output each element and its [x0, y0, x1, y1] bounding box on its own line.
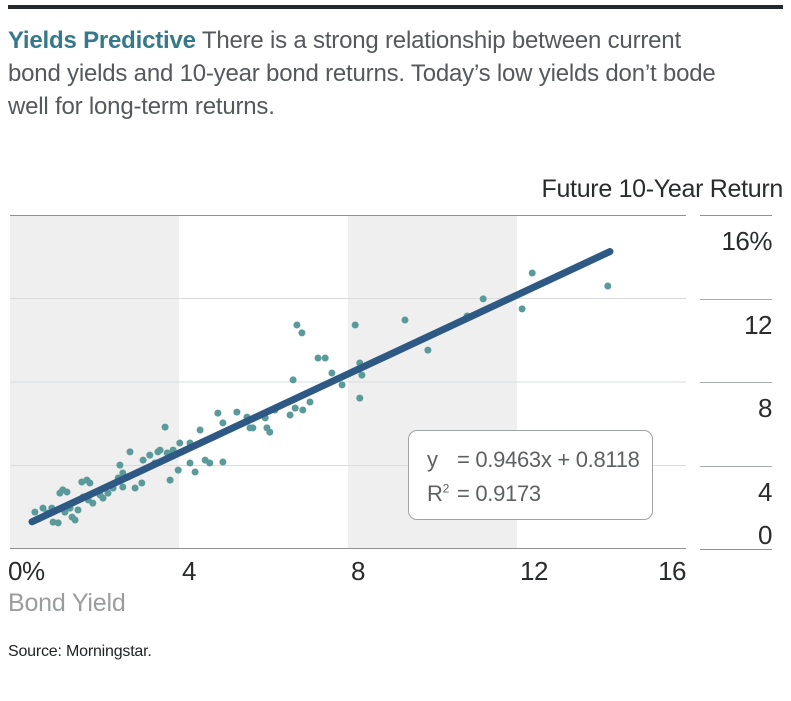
trend-line — [28, 248, 614, 526]
scatter-point — [298, 329, 306, 337]
scatter-point — [293, 321, 301, 329]
scatter-point — [191, 468, 199, 476]
scatter-point — [321, 354, 329, 362]
scatter-point — [219, 458, 227, 466]
scatter-point — [146, 451, 154, 459]
scatter-point — [604, 282, 612, 290]
scatter-point — [71, 516, 79, 524]
scatter-point — [166, 476, 174, 484]
scatter-point — [518, 305, 526, 313]
scatter-point — [161, 423, 169, 431]
y-tick-label: 8 — [758, 393, 772, 423]
x-tick-label: 4 — [182, 556, 196, 586]
scatter-point — [39, 504, 47, 512]
y-tick-line — [700, 382, 772, 383]
scatter-point — [338, 381, 346, 389]
y-tick-label: 0 — [758, 520, 772, 550]
y-tick-label: 4 — [758, 476, 772, 507]
top-rule — [8, 5, 783, 9]
scatter-point — [358, 371, 366, 379]
scatter-point — [89, 499, 97, 507]
x-tick-label: 12 — [520, 556, 548, 586]
scatter-point — [156, 446, 164, 454]
scatter-point — [219, 419, 227, 427]
chart-subtitle-line-1: There is a strong relationship between c… — [201, 27, 681, 54]
y-tick-label: 16% — [721, 226, 772, 256]
scatter-point — [176, 439, 184, 447]
x-axis-title: Bond Yield — [8, 589, 126, 617]
y-axis-title: Future 10-Year Return — [541, 175, 783, 203]
scatter-point — [528, 269, 536, 277]
scatter-point — [31, 508, 39, 516]
scatter-plot-area — [10, 215, 686, 549]
y-tick-line — [700, 215, 772, 216]
chart-title: Yields Predictive — [8, 27, 196, 54]
y-tick-label: 12 — [744, 309, 772, 340]
scatter-point — [138, 479, 146, 487]
scatter-point — [116, 461, 124, 469]
scatter-point — [74, 506, 82, 514]
scatter-point — [424, 346, 432, 354]
scatter-point — [54, 519, 62, 527]
scatter-point — [233, 408, 241, 416]
scatter-point — [104, 489, 112, 497]
r-squared-superscript: 2 — [442, 481, 450, 496]
equation-lhs: y — [427, 447, 438, 472]
scatter-point — [86, 479, 94, 487]
x-tick-label: 16 — [658, 556, 686, 586]
scatter-point — [139, 456, 147, 464]
scatter-point — [266, 428, 274, 436]
y-tick-line — [700, 465, 772, 467]
chart-headline: Yields Predictive There is a strong rela… — [8, 24, 780, 123]
source-note: Source: Morningstar. — [8, 643, 152, 660]
scatter-point — [126, 448, 134, 456]
scatter-point — [314, 354, 322, 362]
scatter-point — [356, 394, 364, 402]
regression-equation-box: y = 0.9463x + 0.8118 R2 = 0.9173 — [408, 430, 653, 520]
scatter-point — [131, 484, 139, 492]
r-squared-row: R2 = 0.9173 — [427, 477, 652, 511]
r-squared-lhs: R2 — [427, 481, 450, 506]
scatter-point — [99, 494, 107, 502]
y-tick-line — [700, 549, 772, 550]
scatter-point — [289, 376, 297, 384]
scatter-point — [174, 466, 182, 474]
scatter-point — [186, 459, 194, 467]
scatter-point — [351, 321, 359, 329]
scatter-point — [63, 488, 71, 496]
chart-subtitle-line-3: well for long-term returns. — [8, 93, 275, 120]
scatter-point — [214, 409, 222, 417]
scatter-point — [401, 316, 409, 324]
y-tick-line — [700, 298, 772, 300]
scatter-point — [306, 398, 314, 406]
scatter-point — [328, 369, 336, 377]
scatter-point — [119, 483, 127, 491]
chart-subtitle-line-2: bond yields and 10-year bond returns. To… — [8, 60, 716, 87]
scatter-point — [206, 459, 214, 467]
scatter-point — [299, 406, 307, 414]
scatter-point — [479, 295, 487, 303]
scatter-point — [291, 404, 299, 412]
scatter-point — [249, 424, 257, 432]
equation-rhs: = 0.9463x + 0.8118 — [457, 447, 640, 472]
r-squared-rhs: = 0.9173 — [457, 481, 541, 506]
x-tick-label: 0% — [8, 556, 45, 586]
scatter-point — [286, 411, 294, 419]
equation-row: y = 0.9463x + 0.8118 — [427, 443, 652, 477]
x-tick-label: 8 — [351, 556, 365, 586]
scatter-point — [196, 426, 204, 434]
